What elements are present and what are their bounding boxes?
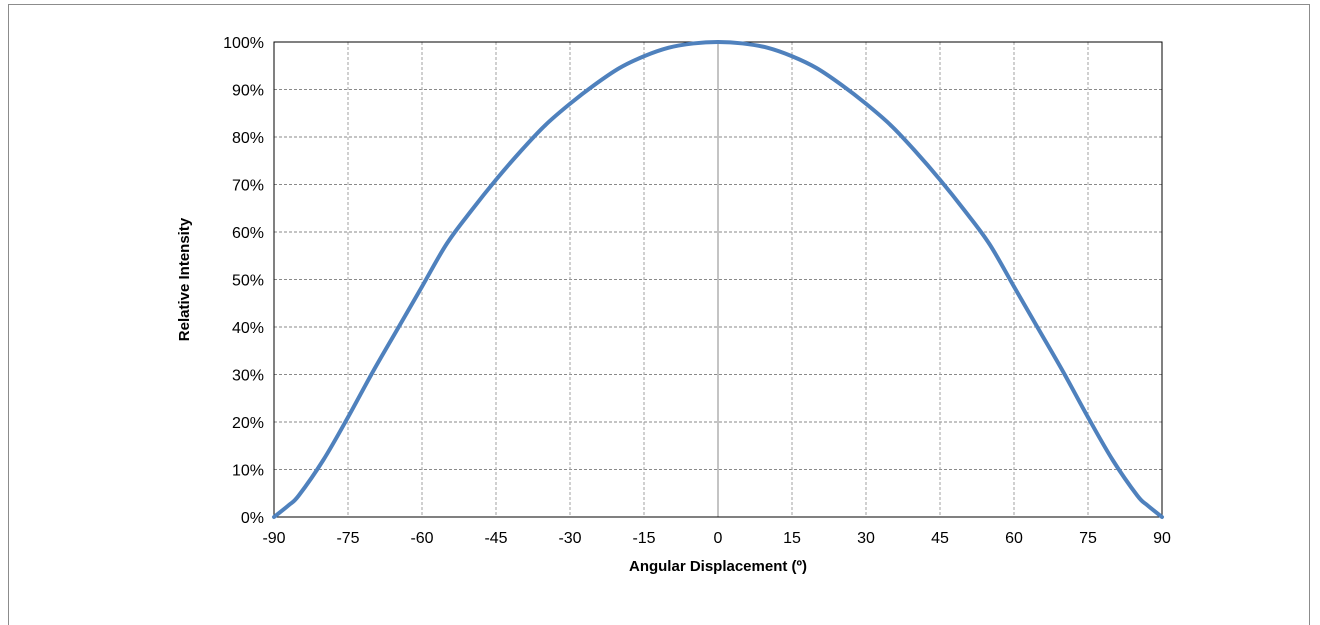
y-axis-title: Relative Intensity — [176, 217, 193, 341]
line-chart: 0% 10% 20% 30% 40% 50% 60% 70% 80% 90% 100% -90 -75 -… — [176, 35, 1171, 575]
y-tick-label: 60% — [232, 225, 264, 242]
y-tick-label: 10% — [232, 463, 264, 480]
x-tick-label: -30 — [558, 530, 581, 547]
x-tick-label: 60 — [1005, 530, 1023, 547]
x-tick-label: -90 — [262, 530, 285, 547]
chart-area: 0% 10% 20% 30% 40% 50% 60% 70% 80% 90% 100% -90 -75 -… — [8, 4, 1310, 625]
x-tick-label: 45 — [931, 530, 949, 547]
y-tick-label: 80% — [232, 130, 264, 147]
x-tick-label: 90 — [1153, 530, 1171, 547]
x-tick-label: 30 — [857, 530, 875, 547]
y-tick-label: 30% — [232, 368, 264, 385]
y-tick-label: 40% — [232, 320, 264, 337]
x-tick-label: 75 — [1079, 530, 1097, 547]
tick-labels: 0% 10% 20% 30% 40% 50% 60% 70% 80% 90% 100% -90 -75 -… — [223, 35, 1171, 547]
x-tick-label: -15 — [632, 530, 655, 547]
y-tick-label: 0% — [241, 510, 264, 527]
y-tick-label: 70% — [232, 178, 264, 195]
y-tick-label: 50% — [232, 273, 264, 290]
y-tick-label: 90% — [232, 83, 264, 100]
y-tick-label: 100% — [223, 35, 264, 52]
x-axis-title: Angular Displacement (º) — [629, 558, 807, 575]
x-tick-label: 0 — [714, 530, 723, 547]
grid — [274, 42, 1162, 517]
x-tick-label: 15 — [783, 530, 801, 547]
y-tick-label: 20% — [232, 415, 264, 432]
x-tick-label: -60 — [410, 530, 433, 547]
x-tick-label: -45 — [484, 530, 507, 547]
series-line — [272, 40, 1164, 519]
x-tick-label: -75 — [336, 530, 359, 547]
series-layer — [272, 40, 1164, 519]
